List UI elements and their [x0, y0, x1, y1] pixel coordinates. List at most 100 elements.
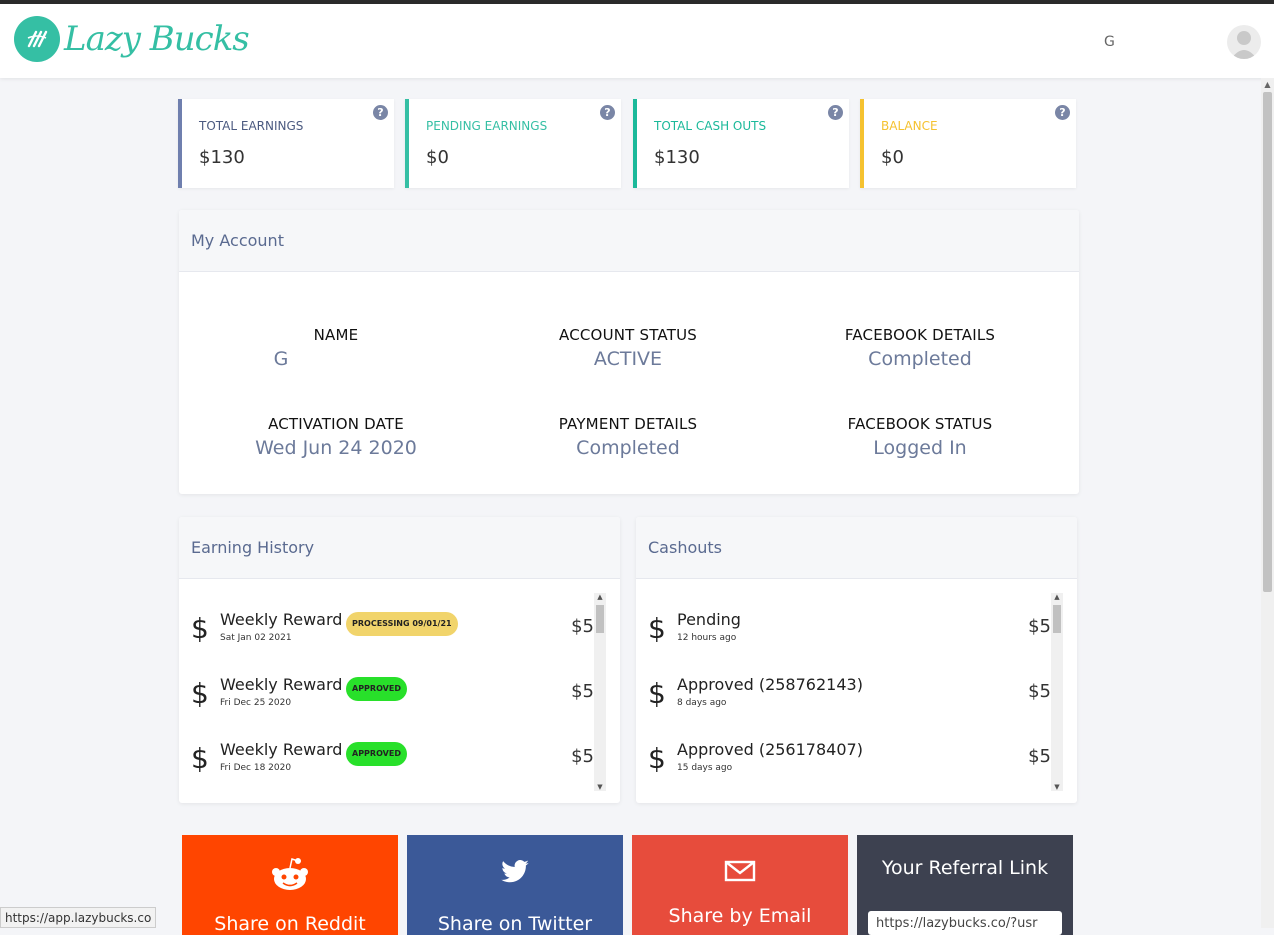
item-amount: $5 — [571, 616, 594, 637]
item-date: Sat Jan 02 2021 — [220, 633, 292, 643]
account-field-status: ACCOUNT STATUS ACTIVE — [478, 326, 778, 370]
top-header: Lazy Bucks G — [0, 4, 1274, 78]
my-account-card: My Account NAME G ACCOUNT STATUS ACTIVE … — [179, 210, 1079, 494]
stat-total-cash-outs: TOTAL CASH OUTS $130 ? — [633, 99, 849, 188]
list-scrollbar-thumb[interactable] — [596, 605, 604, 633]
field-label: FACEBOOK STATUS — [847, 415, 993, 433]
dollar-icon: $ — [191, 742, 209, 775]
browser-status-bar: https://app.lazybucks.co — [0, 907, 157, 928]
twitter-icon — [407, 857, 623, 894]
item-amount: $5 — [1028, 616, 1051, 637]
share-email-button[interactable]: Share by Email — [632, 835, 848, 935]
item-amount: $5 — [571, 746, 594, 767]
status-badge: APPROVED — [346, 677, 407, 701]
field-value: Completed — [576, 437, 680, 459]
dollar-icon: $ — [648, 677, 666, 710]
status-badge: PROCESSING 09/01/21 — [346, 612, 458, 636]
item-date: 12 hours ago — [677, 633, 737, 643]
earning-history-card: Earning History $ Weekly Reward Sat Jan … — [179, 517, 620, 803]
item-date: Fri Dec 25 2020 — [220, 698, 292, 708]
cashouts-card: Cashouts $ Pending 12 hours ago $5 $ App… — [636, 517, 1077, 803]
card-title: Cashouts — [636, 517, 1077, 579]
item-title: Pending — [677, 610, 741, 629]
reddit-icon — [182, 857, 398, 900]
field-value: Wed Jun 24 2020 — [255, 437, 417, 459]
item-amount: $5 — [1028, 681, 1051, 702]
field-label: ACTIVATION DATE — [268, 415, 404, 433]
status-badge: APPROVED — [346, 742, 407, 766]
stat-value: $0 — [426, 147, 449, 168]
card-title: Earning History — [179, 517, 620, 579]
share-label: Share on Twitter — [437, 913, 593, 935]
help-icon[interactable]: ? — [373, 105, 388, 120]
list-item[interactable]: $ Weekly Reward Sat Jan 02 2021 PROCESSI… — [179, 604, 594, 654]
help-icon[interactable]: ? — [600, 105, 615, 120]
logo[interactable]: Lazy Bucks — [14, 16, 250, 62]
help-icon[interactable]: ? — [1055, 105, 1070, 120]
stat-total-earnings: TOTAL EARNINGS $130 ? — [178, 99, 394, 188]
user-name[interactable]: G — [1104, 34, 1115, 50]
email-icon — [632, 857, 848, 890]
list-item[interactable]: $ Approved (258762143) 8 days ago $5 — [636, 669, 1051, 719]
item-title: Weekly Reward — [220, 675, 343, 694]
item-title: Approved (256178407) — [677, 740, 863, 759]
stat-label: TOTAL CASH OUTS — [654, 119, 767, 133]
field-value: ACTIVE — [593, 348, 663, 370]
field-label: NAME — [313, 326, 359, 344]
item-title: Approved (258762143) — [677, 675, 863, 694]
item-date: Fri Dec 18 2020 — [220, 763, 292, 773]
user-avatar-icon — [1231, 31, 1257, 59]
stat-value: $130 — [199, 147, 245, 168]
share-twitter-button[interactable]: Share on Twitter — [407, 835, 623, 935]
field-value: G — [273, 348, 289, 370]
share-reddit-button[interactable]: Share on Reddit — [182, 835, 398, 935]
account-field-name: NAME G — [186, 326, 486, 370]
dollar-icon: $ — [191, 677, 209, 710]
scroll-up-arrow-icon[interactable]: ▲ — [597, 593, 603, 601]
item-amount: $5 — [571, 681, 594, 702]
account-field-facebook-details: FACEBOOK DETAILS Completed — [770, 326, 1070, 370]
scroll-down-arrow-icon[interactable]: ▼ — [1054, 783, 1060, 791]
stat-pending-earnings: PENDING EARNINGS $0 ? — [405, 99, 621, 188]
help-icon[interactable]: ? — [828, 105, 843, 120]
page-scrollbar-thumb[interactable] — [1263, 92, 1272, 592]
stat-value: $0 — [881, 147, 904, 168]
scroll-up-arrow-icon[interactable]: ▲ — [1264, 80, 1271, 89]
field-label: FACEBOOK DETAILS — [844, 326, 996, 344]
account-field-activation-date: ACTIVATION DATE Wed Jun 24 2020 — [186, 415, 486, 459]
item-title: Weekly Reward — [220, 610, 343, 629]
list-item[interactable]: $ Approved (256178407) 15 days ago $5 — [636, 734, 1051, 784]
list-scrollbar[interactable]: ▲ ▼ — [594, 593, 606, 791]
field-value: Completed — [868, 348, 972, 370]
field-value: Logged In — [873, 437, 967, 459]
list-item[interactable]: $ Weekly Reward Fri Dec 18 2020 APPROVED… — [179, 734, 594, 784]
share-label: Share by Email — [668, 905, 812, 927]
item-date: 15 days ago — [677, 763, 733, 773]
dollar-icon: $ — [191, 612, 209, 645]
share-label: Share on Reddit — [214, 913, 366, 935]
list-item[interactable]: $ Weekly Reward Fri Dec 25 2020 APPROVED… — [179, 669, 594, 719]
field-label: ACCOUNT STATUS — [559, 326, 697, 344]
item-title: Weekly Reward — [220, 740, 343, 759]
scroll-down-arrow-icon[interactable]: ▼ — [597, 783, 603, 791]
stat-label: PENDING EARNINGS — [426, 119, 548, 133]
list-scrollbar[interactable]: ▲ ▼ — [1051, 593, 1063, 791]
window-top-border — [0, 0, 1274, 4]
field-label: PAYMENT DETAILS — [558, 415, 698, 433]
avatar[interactable] — [1227, 25, 1261, 59]
stat-balance: BALANCE $0 ? — [860, 99, 1076, 188]
list-scrollbar-thumb[interactable] — [1053, 605, 1061, 633]
account-field-payment-details: PAYMENT DETAILS Completed — [478, 415, 778, 459]
brand-name: Lazy Bucks — [64, 19, 250, 59]
dollar-icon: $ — [648, 612, 666, 645]
stat-value: $130 — [654, 147, 700, 168]
list-item[interactable]: $ Pending 12 hours ago $5 — [636, 604, 1051, 654]
logo-icon — [14, 16, 60, 62]
card-title: My Account — [179, 210, 1079, 272]
referral-title: Your Referral Link — [881, 857, 1049, 879]
stat-label: TOTAL EARNINGS — [199, 119, 304, 133]
referral-link-input[interactable]: https://lazybucks.co/?usr — [868, 911, 1062, 935]
account-field-facebook-status: FACEBOOK STATUS Logged In — [770, 415, 1070, 459]
scroll-up-arrow-icon[interactable]: ▲ — [1054, 593, 1060, 601]
dollar-icon: $ — [648, 742, 666, 775]
